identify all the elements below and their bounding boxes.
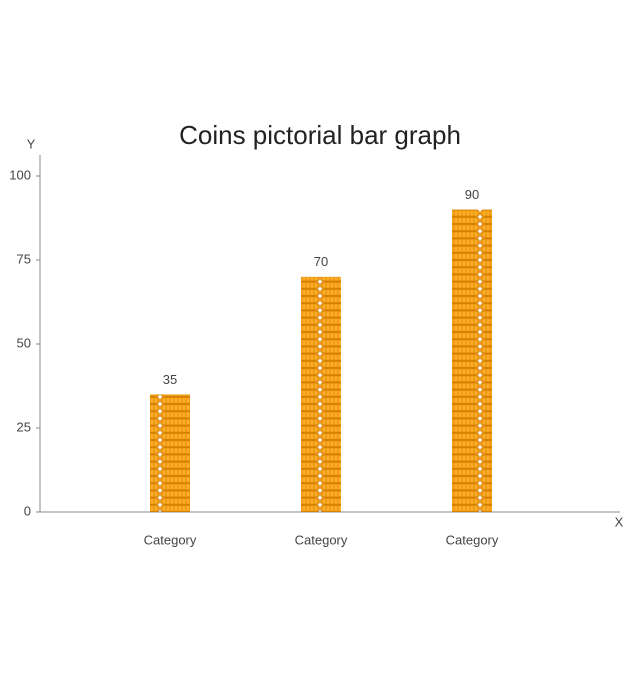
x-tick-label: Category: [446, 532, 499, 547]
y-axis-label: Y: [27, 136, 36, 151]
y-tick-label: 0: [24, 503, 31, 518]
value-label: 70: [314, 254, 328, 269]
y-tick-label: 75: [17, 251, 31, 266]
y-tick-label: 100: [9, 167, 31, 182]
y-tick-label: 25: [17, 419, 31, 434]
bar: [150, 394, 190, 512]
value-label: 35: [163, 372, 177, 387]
x-axis-label: X: [615, 514, 624, 529]
bar: [452, 209, 492, 512]
bar: [301, 276, 341, 512]
x-tick-label: Category: [144, 532, 197, 547]
x-tick-label: Category: [295, 532, 348, 547]
value-label: 90: [465, 187, 479, 202]
chart-title: Coins pictorial bar graph: [179, 120, 461, 150]
y-tick-label: 50: [17, 335, 31, 350]
